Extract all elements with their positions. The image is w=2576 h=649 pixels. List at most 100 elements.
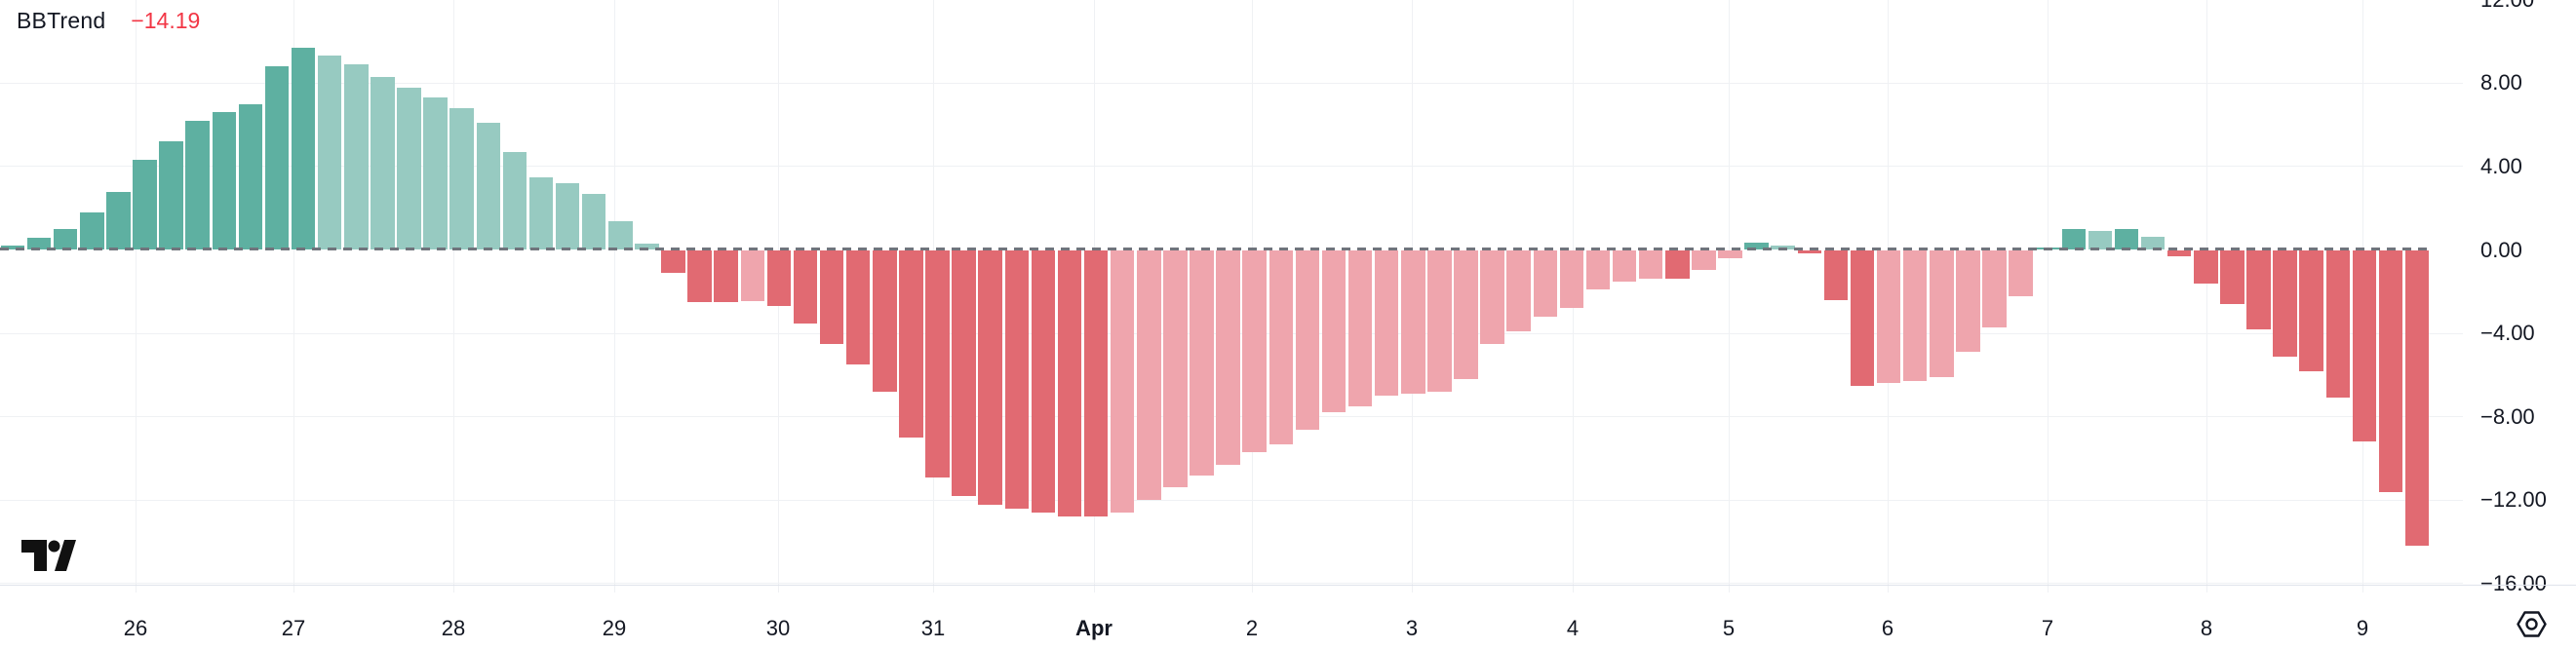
histogram-bar[interactable] [2114, 229, 2139, 250]
histogram-bar[interactable] [1902, 249, 1928, 382]
price-scale-label: 8.00 [2480, 70, 2522, 95]
histogram-bar[interactable] [555, 183, 580, 250]
histogram-bar[interactable] [2325, 249, 2351, 399]
histogram-bar[interactable] [449, 107, 474, 250]
histogram-bar[interactable] [1823, 249, 1849, 300]
histogram-bar[interactable] [1744, 243, 1769, 250]
histogram-bar[interactable] [53, 229, 78, 250]
histogram-bar[interactable] [1533, 249, 1558, 317]
histogram-bar[interactable] [873, 249, 897, 393]
histogram-bar[interactable] [1797, 249, 1822, 253]
histogram-bar[interactable] [740, 249, 765, 301]
histogram-bar[interactable] [2404, 249, 2430, 547]
histogram-bar[interactable] [238, 103, 263, 250]
histogram-bar[interactable] [1321, 249, 1347, 413]
histogram-bar[interactable] [978, 249, 1002, 505]
histogram-bar[interactable] [1163, 249, 1188, 488]
histogram-bar[interactable] [1506, 249, 1531, 331]
histogram-bar[interactable] [766, 249, 792, 307]
histogram-bar[interactable] [1956, 249, 1980, 353]
histogram-bar[interactable] [2140, 236, 2166, 250]
histogram-bar[interactable] [1031, 249, 1056, 514]
histogram-bar[interactable] [819, 249, 844, 344]
histogram-bar[interactable] [1347, 249, 1373, 406]
histogram-bar[interactable] [106, 191, 131, 250]
histogram-bar[interactable] [2088, 231, 2113, 250]
histogram-bar[interactable] [26, 237, 52, 250]
histogram-bar[interactable] [212, 112, 237, 250]
histogram-bar[interactable] [1850, 249, 1875, 386]
histogram-bar[interactable] [264, 66, 290, 250]
price-axis[interactable]: 12.00 8.00 4.00 0.00 −4.00 −8.00 −12.00 −16.00 [2430, 0, 2576, 649]
histogram-bar[interactable] [502, 151, 527, 250]
histogram-bar[interactable] [1559, 249, 1584, 309]
horizontal-gridline [0, 82, 2463, 84]
histogram-bar[interactable] [608, 220, 633, 250]
histogram-bar[interactable] [1057, 249, 1082, 517]
histogram-bar[interactable] [1427, 249, 1452, 393]
histogram-bar[interactable] [371, 76, 395, 250]
histogram-bar[interactable] [899, 249, 923, 439]
bbtrend-histogram-plot[interactable] [0, 0, 2463, 592]
histogram-bar[interactable] [581, 193, 606, 250]
time-axis[interactable]: 26 27 28 29 30 31 Apr 2 3 4 5 6 7 8 9 [0, 585, 2576, 649]
histogram-bar[interactable] [528, 176, 554, 250]
histogram-bar[interactable] [1876, 249, 1901, 384]
histogram-bar[interactable] [845, 249, 871, 365]
histogram-bar[interactable] [1585, 249, 1611, 290]
histogram-bar[interactable] [2352, 249, 2377, 442]
histogram-bar[interactable] [159, 141, 183, 250]
histogram-bar[interactable] [1612, 249, 1637, 282]
histogram-bar[interactable] [80, 211, 104, 250]
histogram-bar[interactable] [2299, 249, 2323, 371]
histogram-bar[interactable] [1665, 249, 1690, 280]
histogram-bar[interactable] [423, 97, 448, 250]
histogram-bar[interactable] [317, 56, 342, 250]
histogram-bar[interactable] [2061, 229, 2087, 250]
histogram-bar[interactable] [1480, 249, 1504, 344]
histogram-bar[interactable] [344, 64, 369, 250]
histogram-bar[interactable] [793, 249, 818, 324]
histogram-bar[interactable] [635, 244, 659, 250]
indicator-title[interactable]: BBTrend [17, 8, 106, 33]
price-scale-label: 4.00 [2480, 153, 2522, 178]
histogram-bar[interactable] [714, 249, 738, 302]
histogram-bar[interactable] [185, 120, 210, 250]
histogram-bar[interactable] [1638, 249, 1663, 280]
histogram-bar[interactable] [2009, 249, 2033, 296]
histogram-bar[interactable] [1242, 249, 1267, 453]
histogram-bar[interactable] [1401, 249, 1425, 395]
histogram-bar[interactable] [687, 249, 712, 302]
histogram-bar[interactable] [2378, 249, 2403, 492]
histogram-bar[interactable] [1190, 249, 1214, 476]
tradingview-logo-icon[interactable] [21, 538, 76, 578]
histogram-bar[interactable] [1004, 249, 1030, 509]
histogram-bar[interactable] [1268, 249, 1294, 444]
histogram-bar[interactable] [291, 47, 316, 250]
histogram-bar[interactable] [952, 249, 976, 497]
histogram-bar[interactable] [397, 87, 421, 250]
time-scale-label: 6 [1881, 616, 1894, 640]
histogram-bar[interactable] [925, 249, 950, 477]
histogram-bar[interactable] [1930, 249, 1954, 378]
histogram-bar[interactable] [2220, 249, 2244, 305]
histogram-bar[interactable] [1454, 249, 1478, 380]
histogram-bar[interactable] [1110, 249, 1135, 514]
histogram-bar[interactable] [1718, 249, 1742, 259]
histogram-bar[interactable] [1692, 249, 1716, 270]
histogram-bar[interactable] [2246, 249, 2271, 329]
gear-icon[interactable] [2516, 609, 2548, 642]
histogram-bar[interactable] [1137, 249, 1161, 501]
histogram-bar[interactable] [1295, 249, 1320, 430]
histogram-bar[interactable] [1982, 249, 2007, 327]
histogram-bar[interactable] [661, 249, 685, 274]
histogram-bar[interactable] [133, 160, 157, 250]
histogram-bar[interactable] [1216, 249, 1240, 465]
histogram-bar[interactable] [2273, 249, 2297, 357]
histogram-bar[interactable] [1083, 249, 1109, 517]
histogram-bar[interactable] [1374, 249, 1399, 397]
histogram-bar[interactable] [2166, 249, 2192, 256]
histogram-bar[interactable] [476, 122, 501, 250]
histogram-bar[interactable] [2194, 249, 2218, 284]
